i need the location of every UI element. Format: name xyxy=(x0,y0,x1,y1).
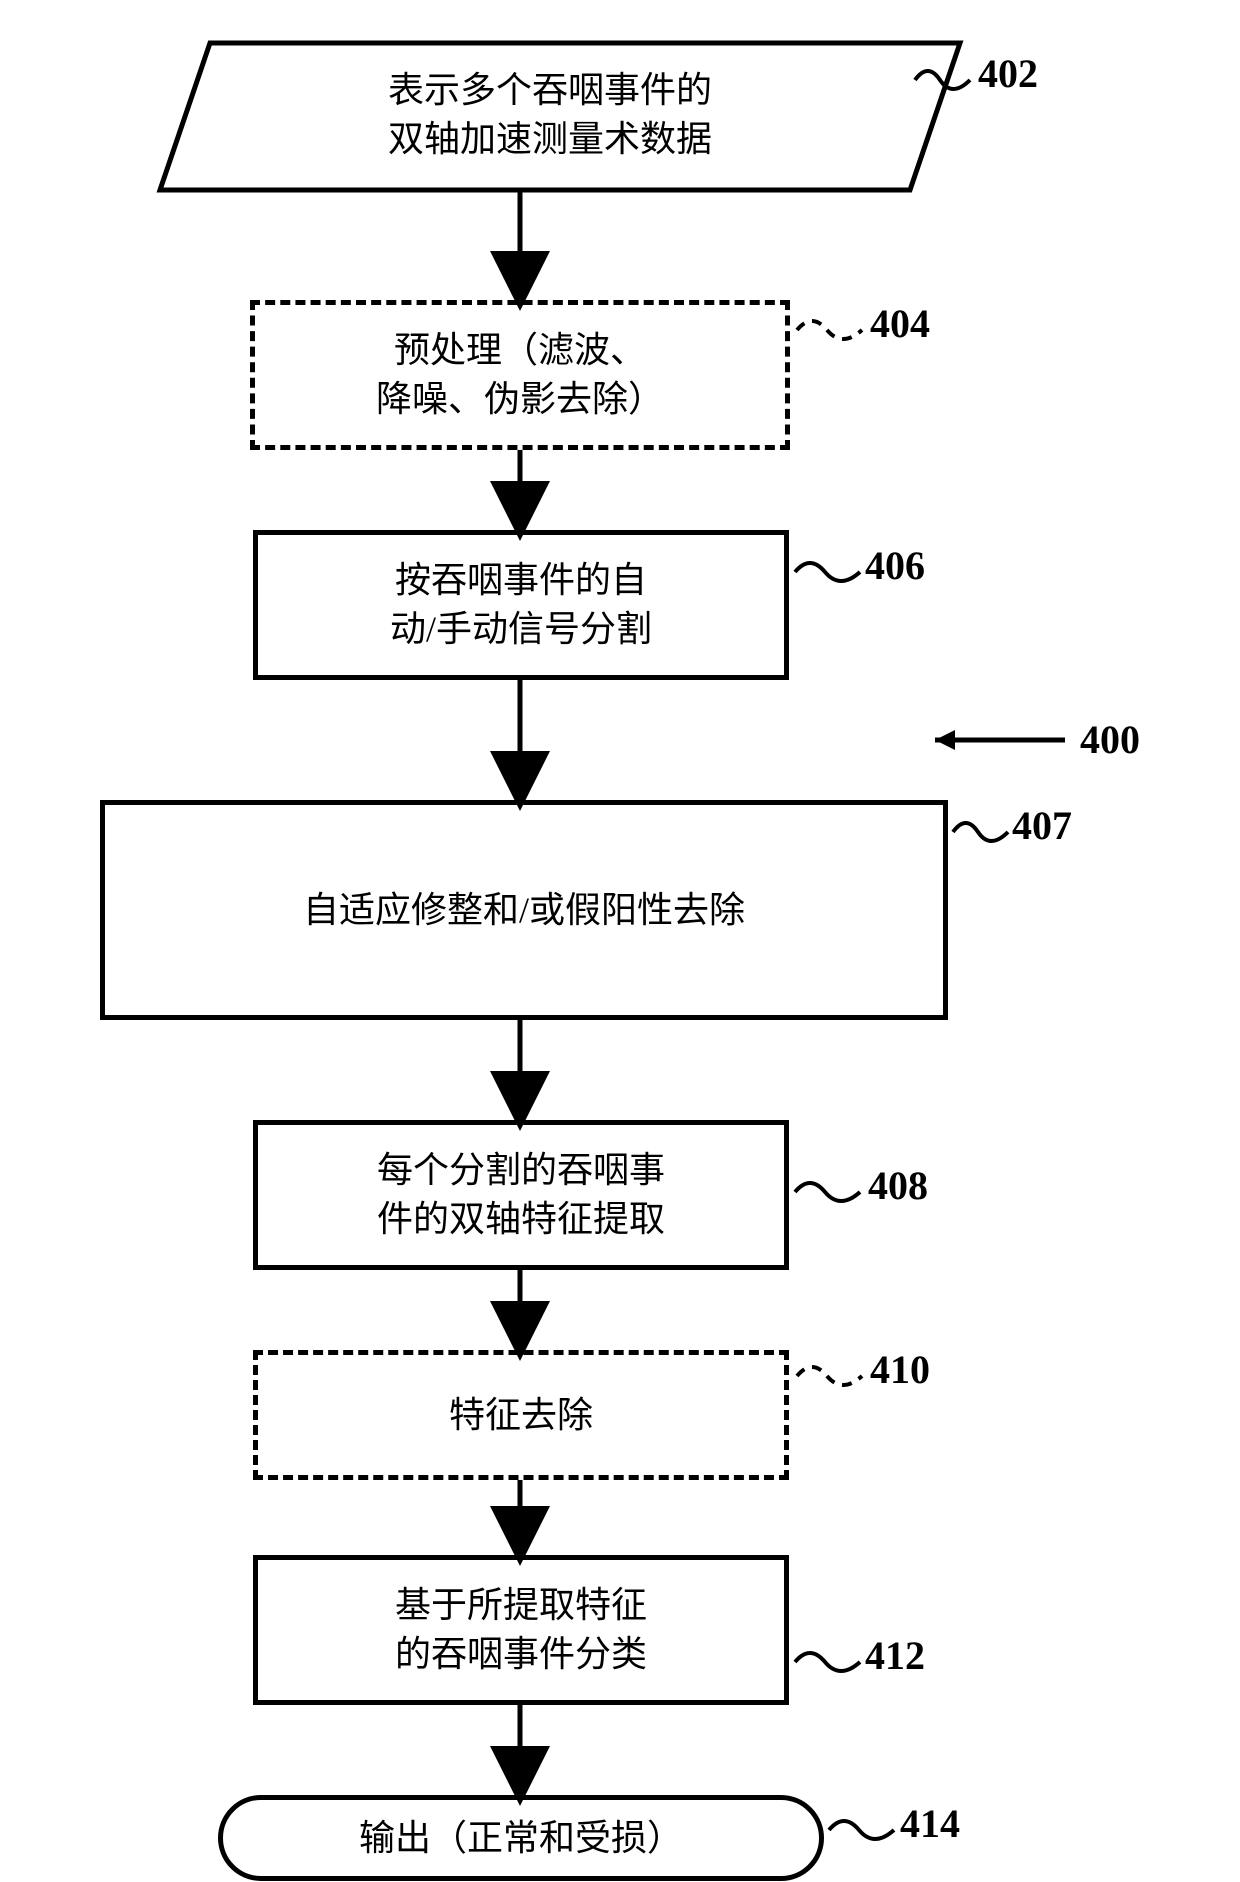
squiggle-407 xyxy=(948,812,1018,852)
node-412: 基于所提取特征 的吞咽事件分类 xyxy=(253,1555,789,1705)
node-410: 特征去除 xyxy=(253,1350,789,1480)
node-404-line1: 预处理（滤波、 xyxy=(394,330,646,370)
flowchart-stage: 表示多个吞咽事件的 双轴加速测量术数据 402 预处理（滤波、 降噪、伪影去除）… xyxy=(0,0,1240,1882)
squiggle-414 xyxy=(824,1810,904,1850)
node-404-line2: 降噪、伪影去除） xyxy=(376,379,664,419)
label-400: 400 xyxy=(1080,716,1140,763)
node-414: 输出（正常和受损） xyxy=(218,1795,824,1881)
node-406-line2: 动/手动信号分割 xyxy=(390,609,652,649)
node-407: 自适应修整和/或假阳性去除 xyxy=(100,800,948,1020)
squiggle-410 xyxy=(792,1356,872,1396)
node-404: 预处理（滤波、 降噪、伪影去除） xyxy=(250,300,790,450)
node-402: 表示多个吞咽事件的 双轴加速测量术数据 xyxy=(200,45,900,185)
arrow-400 xyxy=(915,720,1075,760)
label-412: 412 xyxy=(865,1632,925,1679)
label-408: 408 xyxy=(868,1162,928,1209)
node-406-line1: 按吞咽事件的自 xyxy=(395,560,647,600)
node-402-line1: 表示多个吞咽事件的 xyxy=(388,70,712,110)
label-407: 407 xyxy=(1012,802,1072,849)
squiggle-412 xyxy=(790,1642,870,1682)
label-414: 414 xyxy=(900,1800,960,1847)
label-404: 404 xyxy=(870,300,930,347)
node-407-line1: 自适应修整和/或假阳性去除 xyxy=(303,890,745,930)
node-412-line1: 基于所提取特征 xyxy=(395,1585,647,1625)
label-410: 410 xyxy=(870,1346,930,1393)
squiggle-402 xyxy=(910,60,980,100)
node-414-line1: 输出（正常和受损） xyxy=(359,1814,683,1863)
node-408-line1: 每个分割的吞咽事 xyxy=(377,1150,665,1190)
squiggle-404 xyxy=(792,310,872,350)
node-406: 按吞咽事件的自 动/手动信号分割 xyxy=(253,530,789,680)
node-408-line2: 件的双轴特征提取 xyxy=(377,1199,665,1239)
squiggle-408 xyxy=(790,1172,870,1212)
node-410-line1: 特征去除 xyxy=(449,1395,593,1435)
label-406: 406 xyxy=(865,542,925,589)
squiggle-406 xyxy=(790,552,870,592)
node-402-line2: 双轴加速测量术数据 xyxy=(388,119,712,159)
node-412-line2: 的吞咽事件分类 xyxy=(395,1634,647,1674)
node-408: 每个分割的吞咽事 件的双轴特征提取 xyxy=(253,1120,789,1270)
label-402: 402 xyxy=(978,50,1038,97)
